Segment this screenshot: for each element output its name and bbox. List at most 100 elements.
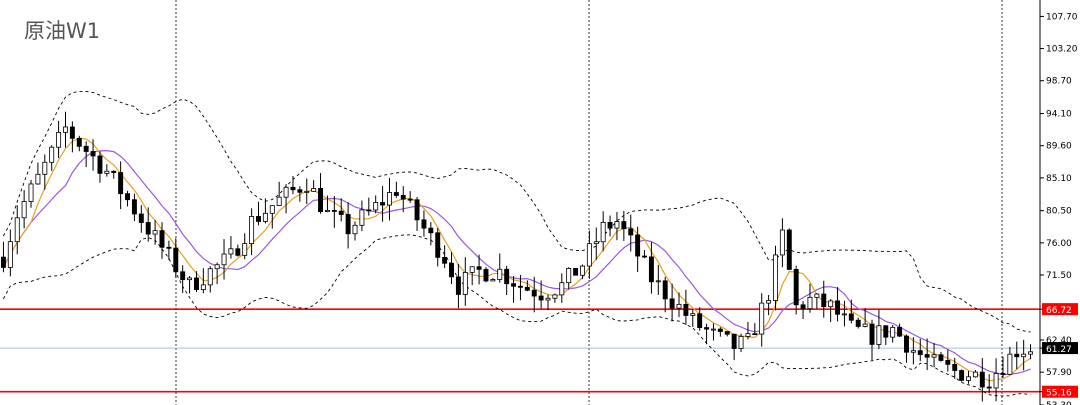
candlestick (28, 179, 34, 208)
candlestick (407, 191, 413, 203)
candlestick (97, 151, 103, 183)
candlestick (49, 145, 55, 171)
price-level-tag (1042, 385, 1078, 398)
y-tick-label: 107.70 (1046, 12, 1078, 22)
candlestick (35, 162, 41, 185)
price-level-tag-label: 61.27 (1046, 345, 1072, 355)
candlestick (435, 227, 441, 267)
candlestick (1021, 339, 1027, 371)
candlestick (159, 222, 165, 259)
price-level-tag-label: 55.16 (1046, 389, 1072, 399)
ma-slow-line (2, 149, 1031, 376)
candlestick (90, 139, 96, 171)
candlestick (228, 236, 234, 259)
candlestick (366, 197, 372, 216)
candlestick (586, 230, 592, 279)
candlestick (221, 239, 227, 280)
candlestick (855, 317, 861, 329)
candlestick (476, 254, 482, 285)
candlestick (483, 267, 489, 283)
ma-fast-line (2, 137, 1031, 382)
candlestick (311, 180, 317, 192)
candlestick (986, 374, 992, 394)
candlestick (166, 240, 172, 260)
candlestick (910, 337, 916, 365)
candlestick (959, 369, 965, 382)
candlestick (662, 276, 668, 313)
candlestick (628, 214, 634, 252)
candlestick (814, 293, 820, 309)
candlestick (56, 120, 62, 159)
candlestick (504, 265, 510, 296)
candlestick (593, 227, 599, 260)
candlestick (752, 323, 758, 336)
candlestick (104, 164, 110, 177)
candlestick (779, 218, 785, 268)
price-level-lines (0, 308, 1040, 393)
candlestick (497, 253, 503, 283)
bollinger-upper (3, 90, 1031, 333)
y-tick-label: 89.60 (1046, 142, 1072, 152)
candlestick (883, 325, 889, 346)
candlestick (118, 161, 124, 210)
candlestick (373, 195, 379, 214)
bollinger-bands (3, 90, 1031, 397)
candlestick (559, 273, 565, 303)
candlestick (318, 173, 324, 214)
candlestick (766, 294, 772, 316)
candlestick (917, 338, 923, 362)
y-tick-label: 85.10 (1046, 174, 1072, 184)
candlestick (710, 323, 716, 341)
candlestick (655, 264, 661, 295)
candlestick (235, 244, 241, 257)
y-tick-label: 71.50 (1046, 271, 1072, 281)
candlestick (359, 200, 365, 232)
candlestick (380, 186, 386, 222)
candlestick (1028, 344, 1034, 360)
candlestick (249, 208, 255, 256)
candlestick (731, 333, 737, 361)
candlestick (614, 212, 620, 241)
candlestick (331, 196, 337, 228)
candlestick (242, 233, 248, 260)
candlestick (600, 211, 606, 252)
candlestick (69, 121, 75, 153)
candlestick (607, 215, 613, 237)
candlestick (256, 201, 261, 226)
candlestick (297, 186, 303, 202)
candlestick (324, 195, 330, 213)
candlestick (187, 276, 193, 294)
candlestick (83, 141, 89, 168)
candlestick (869, 319, 875, 361)
candlestick (573, 268, 579, 276)
candlestick (938, 351, 944, 362)
moving-averages (2, 137, 1031, 382)
candlestick (469, 266, 475, 286)
candlestick (979, 358, 985, 402)
candlestick (0, 241, 6, 273)
candlestick (945, 349, 951, 372)
candlestick (897, 323, 903, 338)
candlestick (76, 135, 82, 152)
candlestick (524, 280, 530, 292)
candlestick (428, 222, 434, 246)
candlestick (993, 358, 999, 402)
price-level-tag (1042, 303, 1078, 316)
candlestick (511, 276, 517, 303)
candlestick (828, 299, 834, 323)
candlestick (517, 274, 523, 301)
candlestick (145, 207, 151, 242)
candlestick (1000, 356, 1006, 378)
candlestick (414, 196, 420, 231)
candlestick (690, 309, 696, 327)
candlestick (200, 268, 206, 294)
candlestick (290, 175, 296, 195)
candlestick (642, 250, 647, 259)
candlestick (352, 221, 358, 241)
candlestick (421, 210, 427, 237)
candlestick (580, 264, 585, 280)
y-tick-label: 80.50 (1046, 207, 1072, 217)
candlestick (966, 371, 971, 384)
y-tick-label: 76.00 (1046, 239, 1072, 249)
